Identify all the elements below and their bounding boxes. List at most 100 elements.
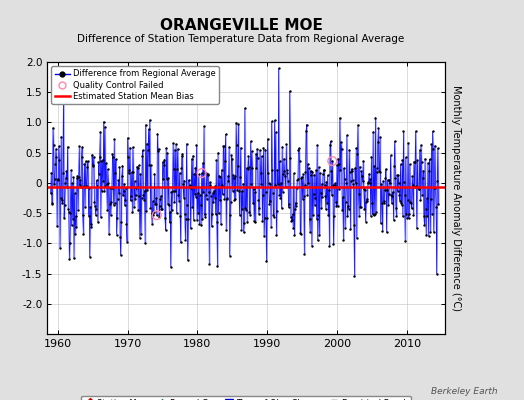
Point (288, 217, 296, 224)
Point (331, 180, 340, 186)
Point (153, 131, 161, 137)
Point (70, 255, 78, 262)
Point (91, 203, 99, 209)
Point (74, 207, 82, 213)
Point (174, 192, 182, 198)
Point (323, 172, 332, 178)
Point (300, 251, 309, 258)
Point (368, 211, 377, 217)
Point (328, 158, 336, 164)
Point (267, 224, 275, 230)
Point (374, 125, 383, 132)
Point (234, 163, 242, 169)
Point (104, 166, 112, 173)
Point (339, 194, 347, 200)
Point (393, 172, 401, 178)
Point (242, 207, 250, 213)
Point (181, 211, 189, 217)
Point (193, 190, 202, 196)
Point (353, 151, 362, 157)
Point (173, 146, 182, 152)
Point (282, 141, 290, 148)
Point (374, 139, 382, 145)
Point (181, 236, 190, 243)
Point (269, 190, 277, 196)
Point (249, 186, 258, 192)
Point (155, 213, 163, 220)
Point (117, 219, 125, 226)
Point (264, 136, 272, 142)
Point (219, 143, 227, 150)
Point (137, 231, 145, 238)
Point (305, 165, 313, 171)
Point (268, 167, 277, 173)
Point (362, 199, 370, 206)
Point (50, 181, 58, 188)
Point (395, 192, 403, 198)
Point (118, 163, 127, 169)
Point (340, 165, 348, 171)
Point (141, 240, 149, 246)
Point (187, 185, 195, 191)
Point (189, 152, 197, 159)
Point (417, 142, 425, 148)
Point (255, 205, 264, 211)
Point (380, 200, 388, 206)
Point (129, 144, 137, 150)
Point (54, 143, 63, 150)
Point (212, 211, 220, 218)
Point (299, 171, 308, 177)
Point (199, 189, 208, 195)
Point (213, 219, 221, 225)
Point (385, 191, 393, 198)
Point (224, 178, 233, 185)
Point (404, 140, 412, 146)
Point (234, 121, 243, 127)
Point (93, 177, 101, 184)
Point (398, 157, 407, 163)
Point (333, 161, 341, 168)
Point (395, 180, 403, 186)
Point (76, 176, 84, 183)
Point (263, 215, 271, 222)
Point (62, 168, 71, 174)
Point (174, 197, 183, 204)
Point (142, 208, 150, 214)
Point (69, 174, 78, 180)
Point (270, 214, 278, 220)
Point (241, 105, 249, 111)
Point (321, 193, 330, 200)
Point (259, 144, 268, 151)
Point (86, 221, 95, 227)
Point (311, 195, 320, 201)
Point (275, 192, 283, 198)
Point (199, 160, 207, 166)
Point (400, 192, 409, 199)
Point (96, 129, 104, 135)
Point (127, 193, 135, 200)
Point (295, 145, 303, 151)
Point (405, 211, 413, 218)
Point (269, 212, 278, 218)
Point (388, 193, 397, 200)
Point (394, 172, 402, 178)
Point (133, 163, 141, 170)
Point (117, 173, 126, 180)
Point (422, 232, 430, 238)
Point (296, 230, 304, 236)
Point (173, 166, 181, 172)
Point (132, 192, 140, 198)
Point (343, 213, 352, 220)
Point (364, 179, 373, 186)
Point (301, 182, 309, 188)
Point (180, 177, 188, 184)
Point (307, 168, 315, 174)
Point (90, 154, 98, 160)
Point (379, 178, 387, 185)
Point (382, 166, 390, 172)
Point (376, 134, 384, 140)
Point (209, 190, 217, 196)
Point (92, 206, 100, 212)
Point (168, 207, 176, 213)
Point (316, 190, 325, 196)
